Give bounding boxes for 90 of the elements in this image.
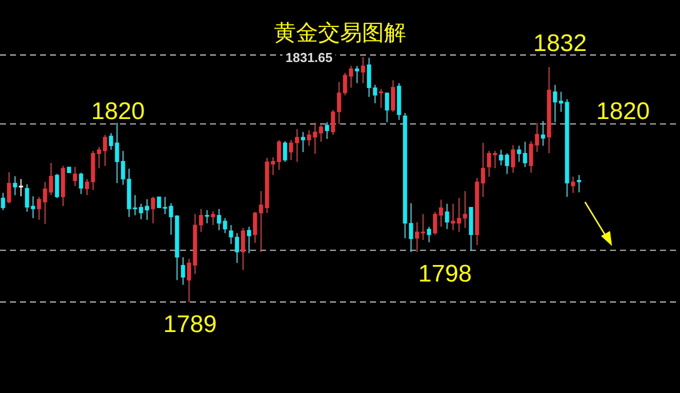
candlestick (246, 226, 252, 254)
candlestick (96, 146, 102, 169)
candlestick (420, 214, 426, 240)
candlestick (318, 124, 324, 142)
candlestick (510, 144, 516, 174)
candlestick (486, 150, 492, 178)
candlestick (114, 122, 120, 184)
annotation: 1820 (91, 98, 145, 125)
candlestick (12, 176, 18, 196)
candlestick (480, 142, 486, 198)
candlestick (378, 88, 384, 108)
candlestick (336, 81, 342, 124)
candlestick (222, 218, 228, 234)
candlestick (186, 258, 192, 302)
candlestick (270, 156, 276, 176)
candlestick (312, 122, 318, 154)
candlestick (330, 110, 336, 136)
candlestick (144, 198, 150, 220)
candlestick (72, 166, 78, 186)
candlestick (42, 181, 48, 224)
candlestick (234, 232, 240, 264)
candlestick (384, 92, 390, 123)
candlestick (120, 150, 126, 186)
candlestick (414, 222, 420, 253)
candlestick (258, 190, 264, 253)
candlestick (150, 196, 156, 224)
candlestick (504, 152, 510, 174)
candlestick (492, 150, 498, 169)
candlestick (342, 72, 348, 96)
candlestick (570, 176, 576, 194)
candlestick (426, 226, 432, 243)
candlestick (0, 192, 6, 211)
candlestick (216, 208, 222, 231)
candlestick (372, 84, 378, 104)
candlestick (36, 196, 42, 220)
candlestick (528, 140, 534, 174)
candlestick (294, 128, 300, 162)
candlestick (348, 65, 354, 88)
ref-line-label: 1820 (596, 98, 650, 125)
candlestick (522, 141, 528, 168)
candlestick (288, 140, 294, 161)
candlestick (108, 132, 114, 150)
candlestick (324, 122, 330, 140)
candlestick (462, 190, 468, 228)
candlestick (456, 198, 462, 232)
candlestick (168, 202, 174, 236)
candlestick (54, 173, 60, 199)
candlestick (30, 196, 36, 219)
candlestick (198, 208, 204, 232)
candlestick (444, 203, 450, 230)
candlestick (360, 56, 366, 84)
ref-line-label: 1789 (163, 311, 217, 338)
candlestick (24, 184, 30, 212)
candlestick (552, 84, 558, 123)
candlestick (18, 178, 24, 197)
candlestick (156, 196, 162, 208)
candlestick (498, 149, 504, 166)
candlestick (534, 122, 540, 153)
candlestick (132, 194, 138, 216)
candlestick (516, 145, 522, 162)
candlestick (180, 256, 186, 286)
candlestick (138, 203, 144, 220)
candlestick (558, 91, 564, 112)
candlestick (6, 172, 12, 204)
candlestick (540, 120, 546, 146)
candlestick (306, 130, 312, 146)
candlestick (204, 210, 210, 224)
candlestick (450, 203, 456, 231)
candlestick (102, 134, 108, 166)
candlestick (240, 227, 246, 270)
candlestick (84, 178, 90, 196)
chart-title: 黄金交易图解 (274, 21, 406, 46)
ref-line-label: 1798 (418, 260, 472, 288)
candlestick (432, 211, 438, 236)
candlestick (390, 80, 396, 112)
candlestick (252, 211, 258, 244)
candlestick (228, 224, 234, 244)
candlestick (366, 57, 372, 98)
candlestick (408, 202, 414, 253)
candlestick (78, 172, 84, 195)
annotation: 1831.65 (286, 50, 332, 65)
candlestick (282, 140, 288, 162)
candlestick (210, 210, 216, 226)
candlestick (48, 162, 54, 196)
ref-line-label: 1832 (533, 30, 587, 57)
candlestick (438, 199, 444, 228)
candlestick (300, 131, 306, 153)
candlestick (276, 140, 282, 170)
candlestick (576, 174, 582, 193)
candlestick (354, 65, 360, 84)
